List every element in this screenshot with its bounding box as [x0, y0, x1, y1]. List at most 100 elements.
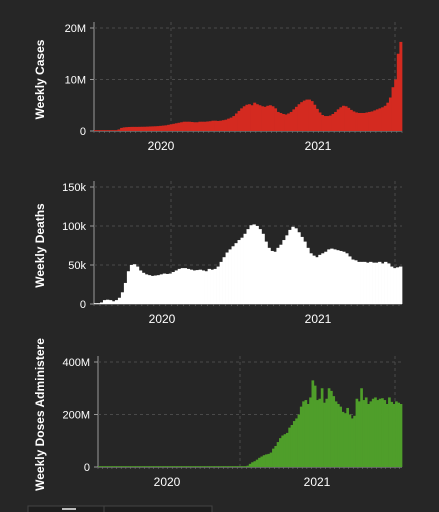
bar	[180, 268, 185, 304]
bar	[229, 117, 233, 131]
bar	[394, 79, 398, 131]
y-axis-label: Weekly Cases	[33, 39, 47, 119]
bar	[172, 123, 176, 131]
bar	[101, 130, 105, 131]
bar	[285, 235, 289, 304]
bar	[304, 400, 308, 467]
bar	[391, 87, 395, 131]
bar	[221, 120, 225, 131]
bar	[193, 466, 196, 467]
bar	[164, 125, 168, 131]
bar	[94, 303, 98, 304]
bar	[225, 466, 229, 467]
bar	[279, 438, 282, 468]
bar	[327, 388, 331, 467]
bar	[399, 41, 403, 131]
bar	[218, 466, 222, 467]
bar	[102, 466, 106, 467]
y-axis-label: Weekly Deaths	[33, 203, 47, 288]
bar	[355, 112, 358, 131]
bar	[333, 249, 337, 304]
bar	[308, 99, 311, 131]
bar	[230, 466, 233, 467]
bar	[261, 233, 265, 304]
bar	[346, 407, 349, 467]
bar	[96, 303, 101, 304]
bar	[240, 237, 244, 304]
bar	[198, 269, 202, 304]
bar	[375, 109, 379, 131]
bar	[302, 100, 306, 131]
bar	[348, 256, 352, 304]
bar	[105, 299, 110, 304]
bar	[323, 402, 326, 467]
bar	[246, 465, 250, 467]
bar	[334, 401, 338, 468]
bar	[270, 250, 274, 304]
bar	[397, 402, 401, 467]
bar	[309, 253, 313, 304]
bar	[396, 53, 400, 131]
x-tick-label: 2020	[154, 475, 181, 489]
bar	[228, 249, 232, 304]
bar	[373, 110, 377, 131]
bar	[214, 466, 217, 467]
bar	[210, 269, 214, 304]
bar	[369, 261, 373, 304]
bar	[306, 247, 310, 304]
bar	[267, 453, 271, 468]
bar	[169, 124, 173, 131]
bar	[381, 263, 385, 304]
bar	[237, 466, 240, 467]
bar	[251, 462, 254, 467]
bar	[350, 418, 354, 467]
bar	[227, 118, 231, 131]
bar	[272, 448, 275, 468]
bar	[144, 274, 149, 304]
bar	[153, 275, 158, 304]
bar	[336, 109, 340, 131]
bar	[341, 105, 345, 131]
bar	[248, 463, 252, 467]
bar	[372, 262, 376, 304]
bar	[183, 268, 188, 304]
bar	[320, 388, 324, 467]
y-tick-label: 20M	[65, 23, 86, 35]
bar	[143, 126, 147, 131]
bar	[248, 104, 251, 131]
bar	[135, 466, 138, 467]
bar	[386, 102, 390, 131]
bar	[348, 414, 352, 467]
bar	[186, 268, 191, 304]
bar	[288, 229, 292, 304]
bar	[255, 459, 259, 467]
bar	[171, 272, 176, 304]
bar	[347, 107, 351, 131]
bar	[323, 116, 327, 131]
bar	[203, 121, 207, 131]
bar	[138, 126, 142, 131]
y-tick-label: 150k	[62, 182, 86, 194]
bar	[288, 427, 291, 468]
bar	[104, 466, 108, 467]
bar	[294, 106, 298, 131]
bar	[183, 466, 187, 467]
bar	[318, 112, 322, 131]
bar	[321, 115, 325, 131]
bar	[315, 108, 319, 131]
bar	[188, 466, 192, 467]
bar	[220, 466, 224, 467]
bar	[330, 390, 333, 468]
chart-1: 0 10M 20M 2020 2021 Weekly Cases	[33, 22, 403, 153]
bar	[147, 275, 152, 304]
bar	[357, 112, 361, 131]
bar	[362, 400, 366, 467]
bar	[289, 111, 293, 131]
bar	[165, 273, 170, 304]
bar	[96, 130, 100, 131]
bar	[339, 406, 343, 468]
bar	[316, 400, 319, 467]
bar	[300, 102, 304, 131]
bar	[185, 121, 189, 131]
bar	[306, 404, 310, 467]
